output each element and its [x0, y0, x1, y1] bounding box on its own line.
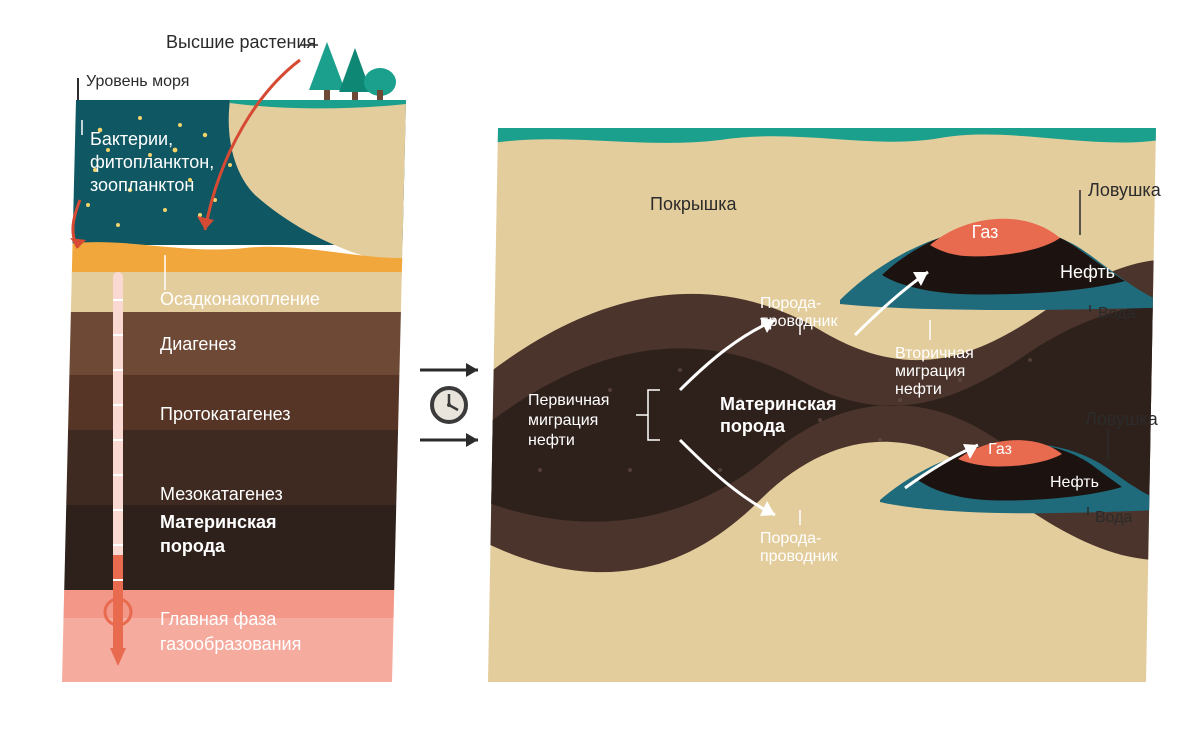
label-gazoobraz-1: Главная фаза: [160, 609, 277, 629]
label-mezokatagenez: Мезокатагенез: [160, 484, 283, 504]
label-osadko: Осадконакопление: [160, 289, 320, 309]
svg-text:Порода-: Порода-: [760, 295, 821, 312]
plankton-line-2: фитопланктон,: [90, 152, 214, 172]
svg-text:Первичная: Первичная: [528, 392, 609, 409]
gas-label-upper: Газ: [972, 222, 999, 242]
label-materinskaya-2: порода: [160, 536, 226, 556]
cap-rock-label: Покрышка: [650, 194, 737, 214]
oil-label-upper: Нефть: [1060, 262, 1115, 282]
water-label-upper: Вода: [1098, 305, 1136, 322]
higher-plants-label: Высшие растения: [166, 32, 316, 52]
svg-text:t: t: [116, 605, 121, 622]
trees-icon: [309, 42, 396, 103]
svg-text:проводник: проводник: [760, 313, 838, 330]
gas-label-lower: Газ: [988, 441, 1012, 458]
right-panel: Покрышка Ловушка Газ Нефть Вода Ловушка …: [480, 120, 1170, 690]
svg-text:миграция: миграция: [528, 412, 598, 429]
time-arrows: [420, 363, 478, 447]
svg-text:Вторичная: Вторичная: [895, 345, 974, 362]
label-materinskaya-1: Материнская: [160, 512, 277, 532]
oil-formation-diagram: Уровень моря Высшие растения Бактерии, ф…: [0, 0, 1200, 733]
svg-text:проводник: проводник: [760, 548, 838, 565]
oil-label-lower: Нефть: [1050, 474, 1099, 491]
label-diagenez: Диагенез: [160, 334, 236, 354]
trap-label-upper: Ловушка: [1088, 180, 1162, 200]
sea-level-label: Уровень моря: [86, 73, 189, 90]
trap-label-lower: Ловушка: [1085, 409, 1159, 429]
water-label-lower: Вода: [1095, 509, 1133, 526]
label-gazoobraz-2: газообразования: [160, 634, 301, 654]
svg-text:порода: порода: [720, 416, 786, 436]
svg-text:миграция: миграция: [895, 363, 965, 380]
plankton-line-3: зоопланктон: [90, 175, 194, 195]
left-panel: Уровень моря Высшие растения Бактерии, ф…: [60, 32, 410, 685]
svg-text:нефти: нефти: [895, 381, 942, 398]
svg-text:Порода-: Порода-: [760, 530, 821, 547]
svg-text:Материнская: Материнская: [720, 394, 837, 414]
label-protokatagenez: Протокатагенез: [160, 404, 291, 424]
plankton-line-1: Бактерии,: [90, 129, 173, 149]
clock-icon: [432, 388, 466, 422]
svg-text:нефти: нефти: [528, 432, 575, 449]
